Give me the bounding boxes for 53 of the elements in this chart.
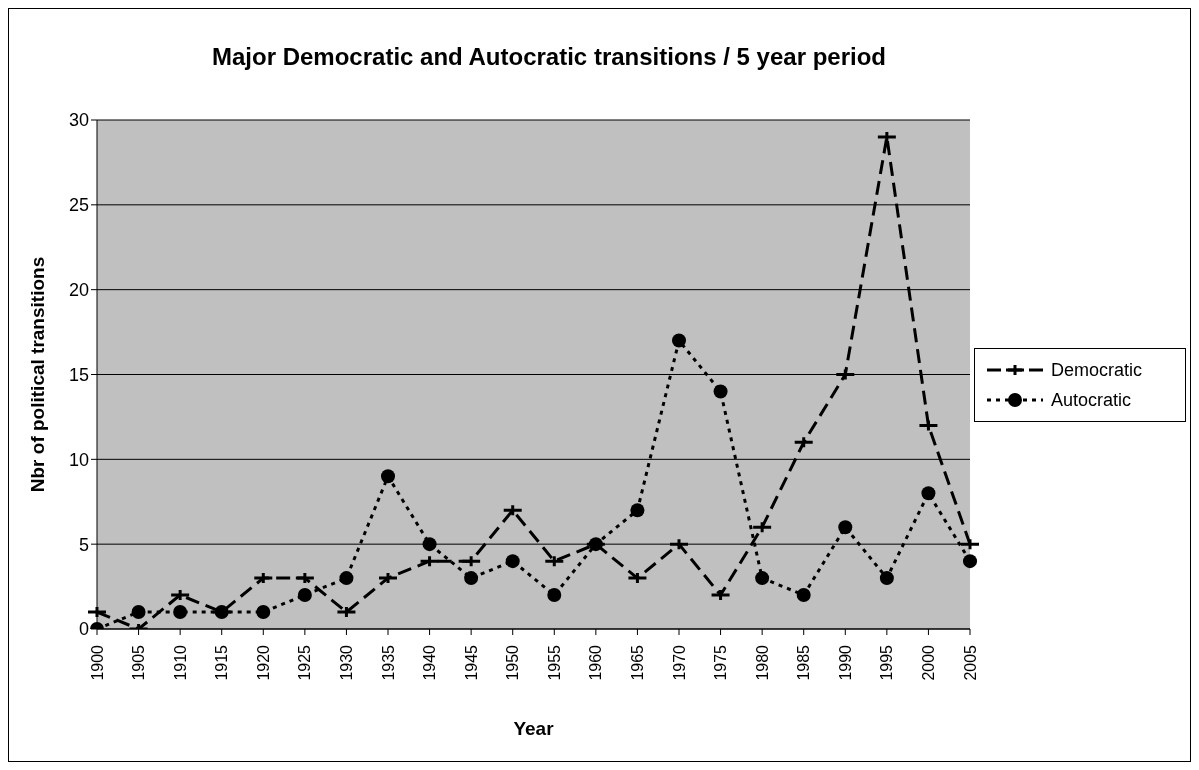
point — [381, 469, 395, 484]
x-tick-label: 1960 — [587, 644, 605, 681]
x-tick-label: 1975 — [712, 644, 730, 681]
chart-title: Major Democratic and Autocratic transitions / 5 year period — [211, 43, 887, 71]
x-tick-label: 1945 — [462, 644, 480, 681]
x-tick-label: 1970 — [670, 644, 688, 681]
point — [921, 486, 936, 501]
legend-label: Autocratic — [1051, 389, 1132, 411]
point — [297, 588, 312, 603]
x-tick-label: 1905 — [130, 644, 148, 681]
x-tick-label: 1915 — [213, 644, 231, 681]
x-tick-label: 1995 — [878, 644, 896, 681]
y-tick-label: 25 — [68, 195, 89, 216]
x-tick-label: 1940 — [421, 644, 439, 681]
point — [131, 605, 146, 620]
point — [173, 605, 188, 620]
y-tick-label: 20 — [68, 280, 89, 301]
x-tick-label: 1935 — [379, 644, 397, 681]
point — [505, 554, 520, 569]
point — [256, 605, 271, 620]
point — [838, 520, 853, 535]
point — [464, 571, 479, 586]
x-tick-label: 1910 — [171, 644, 189, 681]
x-tick-label: 1980 — [753, 644, 771, 681]
point — [547, 588, 562, 603]
y-tick-label: 10 — [68, 449, 89, 470]
x-tick-label: 1990 — [836, 644, 854, 681]
point — [339, 571, 354, 586]
x-tick-label: 1965 — [628, 644, 646, 681]
x-tick-label: 1955 — [545, 644, 563, 681]
y-tick-label: 15 — [68, 364, 89, 385]
x-tick-label: 2000 — [919, 644, 937, 681]
y-tick-label: 30 — [68, 110, 89, 131]
point — [963, 554, 977, 569]
x-tick-label: 1985 — [795, 644, 813, 681]
x-tick-label: 1925 — [296, 644, 314, 681]
point — [422, 537, 437, 552]
point — [713, 384, 728, 399]
y-tick-label: 5 — [78, 534, 89, 555]
x-tick-label: 1930 — [337, 644, 355, 681]
x-axis-title: Year — [513, 718, 555, 739]
point — [879, 571, 894, 586]
point — [796, 588, 811, 603]
y-tick-label: 0 — [78, 619, 89, 640]
point — [672, 333, 686, 348]
legend-label: Democratic — [1051, 359, 1143, 381]
x-tick-label: 1900 — [88, 644, 106, 681]
point — [630, 503, 645, 518]
y-axis-title: Nbr of political transitions — [26, 256, 48, 493]
x-tick-label: 1950 — [504, 644, 522, 681]
x-tick-label: 2005 — [961, 644, 979, 681]
x-tick-label: 1920 — [254, 644, 272, 681]
point — [755, 571, 770, 586]
